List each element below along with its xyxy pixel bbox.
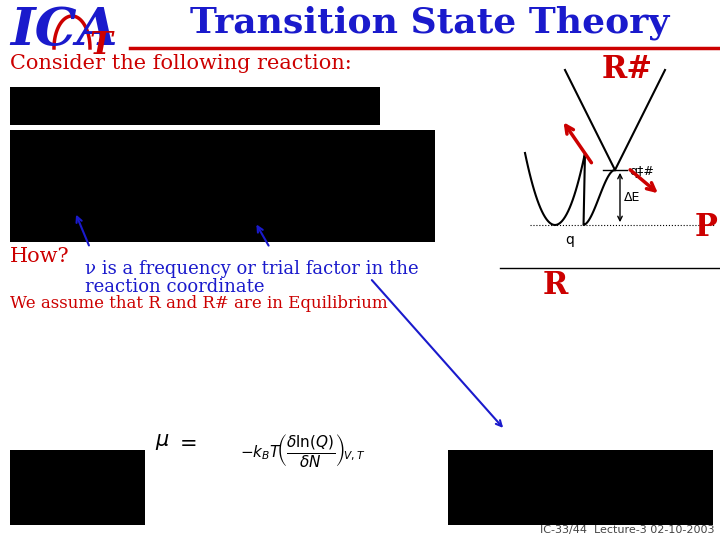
Text: Transition State Theory: Transition State Theory [190,5,670,39]
Text: How?: How? [10,247,70,266]
Text: $=$: $=$ [175,432,197,452]
Text: $\mu$: $\mu$ [155,432,170,452]
Text: $-k_BT\!\left(\dfrac{\delta\ln(Q)}{\delta N}\right)_{\!V,T}$: $-k_BT\!\left(\dfrac{\delta\ln(Q)}{\delt… [240,432,365,469]
Text: R: R [542,270,567,301]
Bar [10,130,435,242]
Text: q: q [566,233,575,247]
Bar [448,450,713,525]
Bar [10,450,145,525]
Text: ν is a frequency or trial factor in the: ν is a frequency or trial factor in the [85,260,418,278]
Text: Consider the following reaction:: Consider the following reaction: [10,54,352,73]
Text: We assume that R and R# are in Equilibrium: We assume that R and R# are in Equilibri… [10,295,387,312]
Text: T: T [90,30,113,61]
Text: ICA: ICA [10,5,117,56]
Text: R#: R# [601,54,652,85]
Text: IC-33/44  Lecture-3 02-10-2003: IC-33/44 Lecture-3 02-10-2003 [541,525,715,535]
Text: reaction coordinate: reaction coordinate [85,278,264,296]
Text: ΔE: ΔE [624,191,640,204]
Text: q‡#: q‡# [629,165,654,178]
Bar [10,87,380,125]
Text: P: P [695,212,718,242]
